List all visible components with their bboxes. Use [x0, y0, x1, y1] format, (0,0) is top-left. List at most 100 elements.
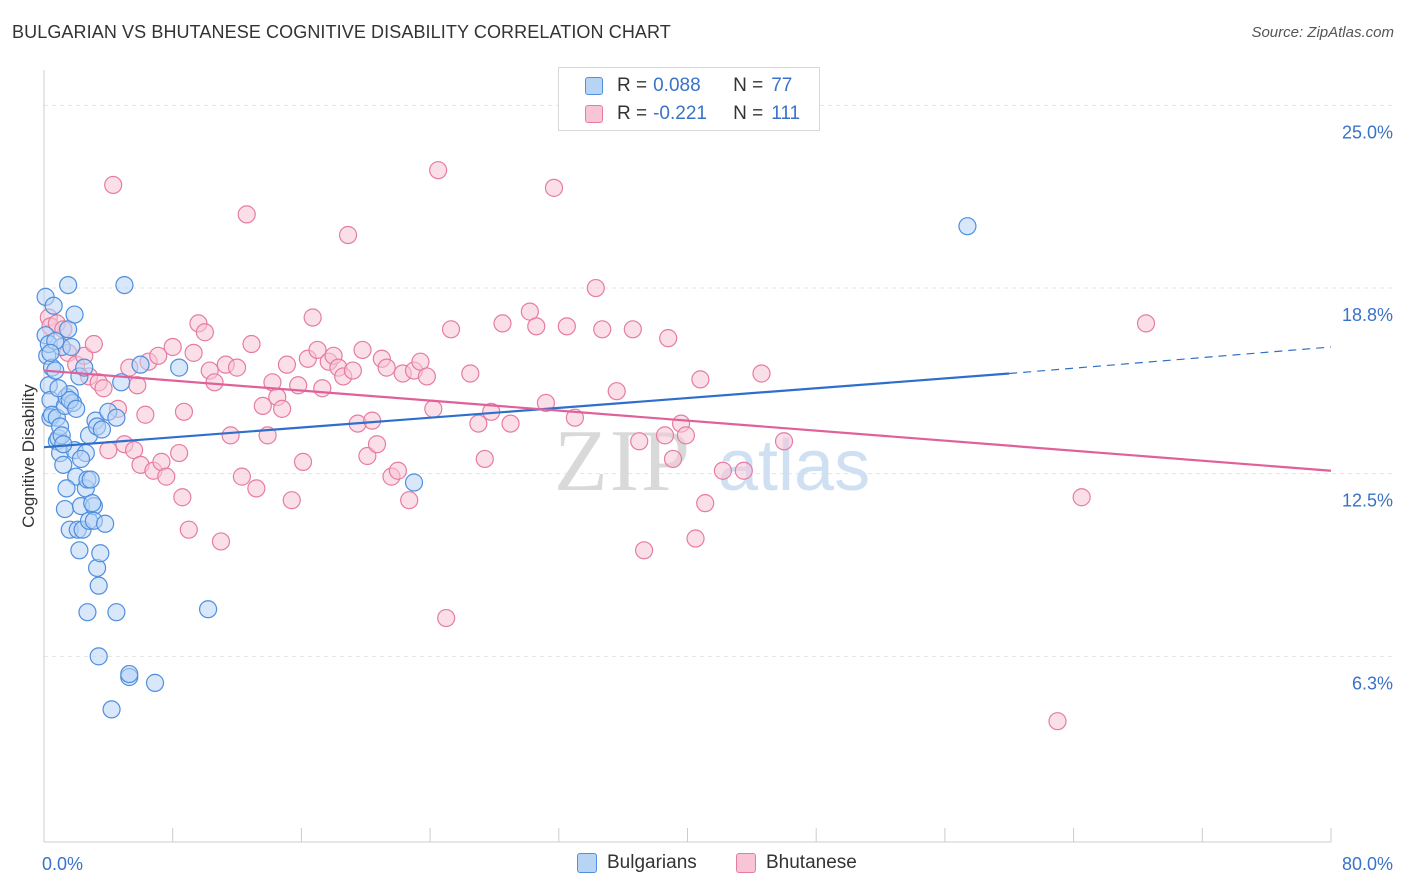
- bhutanese-point: [308, 340, 327, 360]
- bhutanese-point: [237, 205, 256, 224]
- bhutanese-point: [659, 329, 678, 348]
- bhutanese-point: [99, 441, 118, 460]
- bhutanese-points: [39, 161, 1156, 731]
- bulgarian-point: [89, 576, 108, 595]
- chart-title: BULGARIAN VS BHUTANESE COGNITIVE DISABIL…: [12, 22, 671, 42]
- bhutanese-point: [195, 323, 214, 342]
- bhutanese-point: [774, 432, 794, 451]
- legend-label-bulgarians: Bulgarians: [607, 852, 697, 873]
- bhutanese-point: [634, 541, 654, 560]
- bhutanese-point: [149, 346, 168, 365]
- bhutanese-point: [734, 461, 753, 480]
- bhutanese-point: [157, 467, 176, 486]
- legend-r-label: R =: [617, 75, 648, 96]
- bhutanese-point: [277, 355, 297, 374]
- bhutanese-point: [338, 225, 358, 245]
- y-tick-label: 12.5%: [1342, 491, 1393, 511]
- bhutanese-point: [593, 320, 612, 339]
- bulgarian-point: [55, 499, 75, 519]
- tick-labels: 6.3% 12.5% 18.8% 25.0% 0.0% 80.0%: [42, 122, 1393, 874]
- legend-n-label: N =: [733, 103, 764, 124]
- bulgarian-point: [107, 408, 126, 427]
- bhutanese-point: [441, 320, 461, 339]
- bulgarian-point: [170, 358, 189, 377]
- legend-r-value: -0.221: [653, 103, 707, 124]
- bhutanese-point: [163, 337, 182, 357]
- bulgarian-point: [958, 217, 977, 236]
- axes: [43, 70, 1332, 843]
- legend-label-bhutanese: Bhutanese: [766, 852, 857, 873]
- y-tick-label: 18.8%: [1342, 305, 1393, 325]
- bulgarian-point: [70, 541, 89, 560]
- bhutanese-point: [303, 308, 322, 327]
- legend-n-value: 77: [771, 75, 793, 96]
- grid-lines: [44, 104, 1393, 657]
- bhutanese-point: [663, 449, 683, 469]
- bulgarian-point: [44, 296, 63, 315]
- bulgarians-points: [36, 217, 977, 719]
- bhutanese-point: [358, 446, 377, 466]
- chart-source: Source: ZipAtlas.com: [1251, 24, 1394, 41]
- bhutanese-point: [461, 364, 480, 383]
- x-tick-label-max: 80.0%: [1342, 854, 1393, 874]
- bhutanese-point: [293, 452, 313, 471]
- bulgarian-point: [404, 473, 424, 492]
- bhutanese-point: [1136, 314, 1156, 333]
- bulgarian-point: [65, 305, 84, 324]
- bulgarian-point: [49, 379, 68, 398]
- bhutanese-point: [565, 408, 584, 427]
- bhutanese-point: [94, 379, 113, 398]
- bhutanese-point: [527, 317, 546, 336]
- bhutanese-point: [417, 367, 436, 386]
- legend-item-bhutanese[interactable]: Bhutanese: [736, 852, 857, 874]
- legend-swatch-pink: [736, 853, 756, 873]
- bhutanese-point: [536, 393, 556, 413]
- bhutanese-point: [752, 364, 771, 383]
- bhutanese-point: [493, 314, 512, 333]
- bhutanese-point: [179, 520, 198, 539]
- bulgarian-point: [67, 399, 86, 418]
- bhutanese-point: [343, 361, 362, 380]
- bulgarian-point: [115, 275, 134, 295]
- bhutanese-point: [184, 343, 203, 362]
- series-legend: Bulgarians Bhutanese: [0, 852, 1406, 878]
- bhutanese-point: [84, 334, 103, 354]
- legend-n-value: 111: [771, 103, 801, 124]
- bulgarian-point: [78, 603, 97, 622]
- bhutanese-point: [501, 414, 520, 433]
- legend-swatch-blue: [585, 77, 603, 95]
- bhutanese-point: [400, 491, 419, 510]
- bulgarian-point: [92, 420, 112, 439]
- bulgarian-point: [57, 479, 76, 498]
- bhutanese-point: [173, 488, 192, 507]
- bhutanese-point: [242, 334, 261, 354]
- bhutanese-point: [437, 608, 456, 628]
- legend-swatch-pink: [585, 105, 603, 123]
- bhutanese-point: [630, 432, 649, 451]
- bulgarian-point: [89, 647, 108, 666]
- bulgarian-point: [131, 355, 150, 374]
- bulgarians-trend-extension: [1009, 346, 1332, 375]
- bulgarian-point: [91, 544, 110, 563]
- bulgarian-point: [145, 673, 165, 692]
- bulgarian-point: [54, 455, 73, 474]
- bhutanese-point: [424, 399, 443, 418]
- bhutanese-point: [313, 379, 332, 398]
- bhutanese-point: [367, 435, 387, 454]
- bulgarians-trend-line: [43, 372, 1010, 449]
- bhutanese-point: [475, 449, 494, 469]
- legend-r-value: 0.088: [653, 75, 701, 96]
- bhutanese-point: [686, 529, 705, 548]
- bhutanese-point: [676, 426, 695, 445]
- legend-n-label: N =: [733, 75, 764, 96]
- bulgarian-point: [83, 494, 102, 513]
- bhutanese-point: [221, 426, 240, 445]
- bhutanese-point: [586, 278, 605, 298]
- legend-row-bulgarians: R = 0.088 N = 77: [585, 73, 792, 99]
- y-tick-label: 6.3%: [1352, 673, 1393, 693]
- bhutanese-point: [696, 494, 715, 513]
- bhutanese-point: [211, 532, 231, 551]
- legend-r-label: R =: [617, 103, 648, 124]
- bhutanese-point: [429, 161, 448, 180]
- legend-item-bulgarians[interactable]: Bulgarians: [577, 852, 697, 874]
